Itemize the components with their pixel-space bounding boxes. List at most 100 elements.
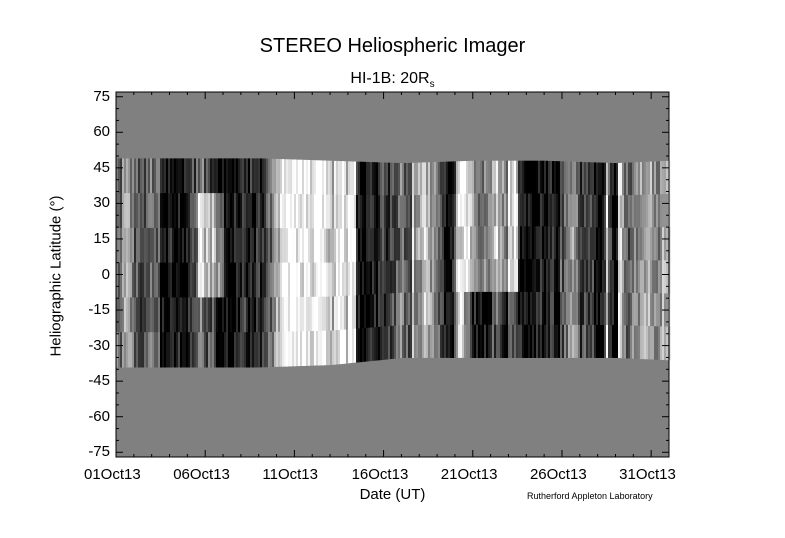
heatmap-cell bbox=[134, 297, 137, 333]
heatmap-cell bbox=[598, 227, 601, 261]
heatmap-cell bbox=[202, 262, 205, 298]
heatmap-cell bbox=[628, 260, 631, 294]
heatmap-cell bbox=[440, 259, 443, 293]
heatmap-cell bbox=[292, 262, 295, 298]
heatmap-cell bbox=[446, 324, 449, 358]
heatmap-cell bbox=[302, 331, 305, 366]
heatmap-cell bbox=[218, 332, 221, 368]
heatmap-cell bbox=[532, 226, 535, 260]
heatmap-cell bbox=[312, 296, 315, 332]
heatmap-cell bbox=[654, 326, 657, 360]
heatmap-cell bbox=[282, 297, 285, 333]
heatmap-cell bbox=[604, 325, 607, 358]
heatmap-cell bbox=[316, 330, 319, 366]
heatmap-cell bbox=[570, 226, 573, 260]
heatmap-cell bbox=[500, 226, 503, 260]
heatmap-cell bbox=[360, 328, 363, 363]
heatmap-cell bbox=[244, 193, 247, 229]
heatmap-cell bbox=[432, 259, 435, 293]
heatmap-cell bbox=[294, 297, 297, 332]
heatmap-cell bbox=[116, 332, 119, 368]
heatmap-cell bbox=[656, 194, 659, 228]
heatmap-cell bbox=[250, 262, 253, 298]
heatmap-cell bbox=[442, 161, 445, 195]
heatmap-cell bbox=[124, 227, 127, 264]
heatmap-cell bbox=[174, 158, 177, 194]
heatmap-cell bbox=[578, 227, 581, 261]
heatmap-cell bbox=[234, 297, 237, 333]
heatmap-cell bbox=[498, 193, 501, 227]
heatmap-cell bbox=[204, 158, 207, 194]
heatmap-cell bbox=[248, 297, 251, 333]
heatmap-cell bbox=[582, 162, 585, 196]
y-tick-label: 45 bbox=[93, 158, 110, 176]
heatmap-cell bbox=[460, 259, 463, 293]
heatmap-cell bbox=[322, 262, 325, 298]
heatmap-cell bbox=[202, 158, 205, 194]
heatmap-cell bbox=[394, 195, 397, 229]
heatmap-cell bbox=[220, 193, 223, 229]
heatmap-cell bbox=[476, 291, 479, 326]
heatmap-cell bbox=[218, 227, 221, 264]
heatmap-cell bbox=[356, 328, 359, 363]
heatmap-cell bbox=[480, 193, 483, 227]
heatmap-cell bbox=[178, 297, 181, 333]
heatmap-cell bbox=[448, 324, 451, 358]
heatmap-cell bbox=[264, 332, 267, 368]
heatmap-cell bbox=[164, 262, 167, 298]
heatmap-cell bbox=[466, 324, 469, 358]
heatmap-cell bbox=[628, 227, 631, 261]
heatmap-cell bbox=[654, 194, 657, 228]
heatmap-cell bbox=[394, 293, 397, 327]
heatmap-cell bbox=[226, 262, 229, 298]
heatmap-cell bbox=[392, 195, 395, 229]
heatmap-cell bbox=[626, 260, 629, 294]
heatmap-cell bbox=[470, 324, 473, 358]
heatmap-cell bbox=[460, 324, 463, 358]
heatmap-cell bbox=[192, 227, 195, 264]
heatmap-cell bbox=[406, 260, 409, 294]
heatmap-cell bbox=[266, 332, 269, 368]
heatmap-cell bbox=[562, 324, 565, 358]
heatmap-cell bbox=[370, 162, 373, 196]
heatmap-cell bbox=[434, 194, 437, 228]
heatmap-cell bbox=[652, 194, 655, 228]
heatmap-cell bbox=[404, 260, 407, 294]
heatmap-cell bbox=[634, 194, 637, 229]
heatmap-cell bbox=[328, 296, 331, 332]
heatmap-cell bbox=[650, 161, 653, 195]
heatmap-cell bbox=[378, 261, 381, 295]
heatmap-cell bbox=[446, 161, 449, 195]
heatmap-cell bbox=[188, 262, 191, 298]
heatmap-cell bbox=[296, 228, 299, 264]
heatmap-cell bbox=[186, 262, 189, 298]
credit-label: Rutherford Appleton Laboratory bbox=[527, 491, 653, 501]
heatmap-cell bbox=[646, 326, 649, 360]
heatmap-cell bbox=[532, 259, 535, 293]
heatmap-cell bbox=[636, 162, 639, 196]
heatmap-cell bbox=[450, 259, 453, 293]
heatmap-cell bbox=[288, 331, 291, 367]
heatmap-cell bbox=[408, 260, 411, 294]
heatmap-cell bbox=[518, 324, 521, 358]
heatmap-cell bbox=[132, 158, 135, 194]
heatmap-cell bbox=[262, 158, 265, 194]
heatmap-cell bbox=[568, 161, 571, 195]
heatmap-cell bbox=[392, 260, 395, 294]
heatmap-cell bbox=[160, 297, 163, 333]
heatmap-cell bbox=[208, 332, 211, 368]
heatmap-cell bbox=[534, 193, 537, 227]
heatmap-cell bbox=[428, 162, 431, 196]
heatmap-cell bbox=[648, 161, 651, 196]
heatmap-cell bbox=[442, 292, 445, 326]
heatmap-cell bbox=[384, 293, 387, 327]
heatmap-cell bbox=[660, 293, 663, 327]
heatmap-cell bbox=[120, 262, 123, 298]
heatmap-cell bbox=[516, 226, 519, 260]
heatmap-cell bbox=[448, 194, 451, 228]
heatmap-cell bbox=[240, 332, 243, 368]
heatmap-cell bbox=[606, 260, 609, 293]
heatmap-cell bbox=[490, 324, 493, 358]
heatmap-cell bbox=[144, 227, 147, 264]
heatmap-cell bbox=[524, 291, 527, 326]
